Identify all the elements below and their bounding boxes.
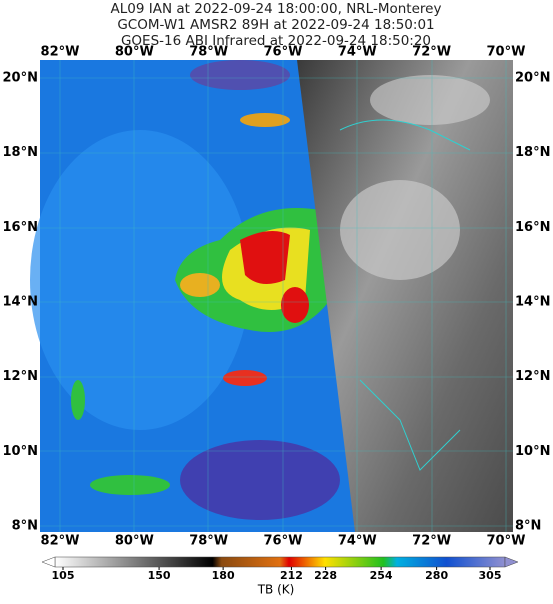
latitude-label: 12°N <box>515 369 550 384</box>
latitude-label: 18°N <box>515 145 550 160</box>
longitude-label: 72°W <box>412 45 451 60</box>
latitude-label: 12°N <box>3 369 38 384</box>
latitude-label: 8°N <box>515 519 541 534</box>
colorbar-label: TB (K) <box>257 583 295 597</box>
longitude-label: 76°W <box>264 45 303 60</box>
latitude-label: 10°N <box>3 444 38 459</box>
longitude-label: 82°W <box>41 45 80 60</box>
latitude-label: 16°N <box>515 220 550 235</box>
colorbar-tick-label: 180 <box>212 569 235 582</box>
title-line: GCOM-W1 AMSR2 89H at 2022-09-24 18:50:01 <box>117 17 434 33</box>
longitude-label: 70°W <box>487 45 526 60</box>
title-line: AL09 IAN at 2022-09-24 18:00:00, NRL-Mon… <box>111 1 442 17</box>
longitude-label: 78°W <box>189 534 228 549</box>
latitude-label: 20°N <box>515 71 550 86</box>
latitude-label: 18°N <box>3 145 38 160</box>
latitude-label: 14°N <box>515 295 550 310</box>
colorbar-tick-label: 254 <box>370 569 393 582</box>
longitude-label: 78°W <box>189 45 228 60</box>
colorbar-arrow <box>41 556 56 568</box>
colorbar-tick-label: 305 <box>479 569 502 582</box>
longitude-label: 82°W <box>41 534 80 549</box>
imagery <box>30 60 513 532</box>
longitude-label: 70°W <box>487 534 526 549</box>
longitude-label: 80°W <box>115 45 154 60</box>
latitude-label: 14°N <box>3 295 38 310</box>
colorbar-tick-label: 212 <box>280 569 303 582</box>
longitude-label: 74°W <box>338 45 377 60</box>
colorbar-tick-label: 150 <box>148 569 171 582</box>
latitude-label: 10°N <box>515 444 550 459</box>
latitude-label: 8°N <box>12 519 38 534</box>
latitude-label: 20°N <box>3 71 38 86</box>
colorbar-tick-label: 228 <box>314 569 337 582</box>
latitude-label: 16°N <box>3 220 38 235</box>
colorbar <box>54 556 506 568</box>
longitude-label: 74°W <box>338 534 377 549</box>
colorbar-tick-label: 280 <box>425 569 448 582</box>
colorbar-arrow <box>504 556 519 568</box>
colorbar-tick-label: 105 <box>52 569 75 582</box>
longitude-label: 72°W <box>412 534 451 549</box>
longitude-label: 80°W <box>115 534 154 549</box>
title-line: GOES-16 ABI Infrared at 2022-09-24 18:50… <box>121 33 431 49</box>
longitude-label: 76°W <box>264 534 303 549</box>
